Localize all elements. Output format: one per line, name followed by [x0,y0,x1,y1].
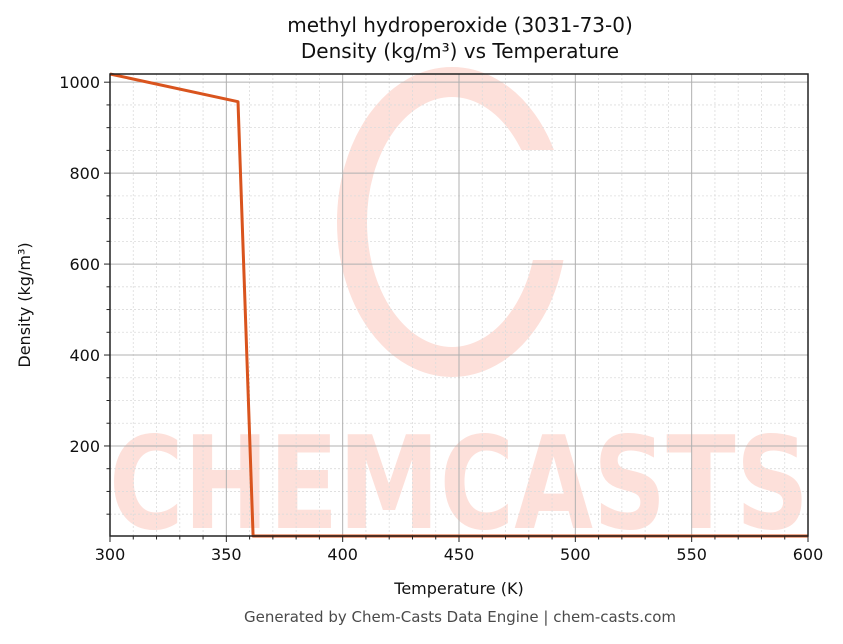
x-tick-label: 300 [95,545,126,564]
footer-credit: Generated by Chem-Casts Data Engine | ch… [243,608,677,626]
chart-title-line2: Density (kg/m³) vs Temperature [300,39,620,63]
y-tick-label: 200 [69,437,100,456]
y-axis-ticks: 200 400 600 800 1000 [59,73,110,515]
y-tick-label: 800 [69,164,100,183]
x-axis-ticks: 300 350 400 450 500 550 600 [95,536,824,564]
x-tick-label: 500 [560,545,591,564]
x-tick-label: 550 [676,545,707,564]
x-tick-label: 350 [211,545,242,564]
x-axis-label: Temperature (K) [393,579,523,598]
x-tick-label: 450 [444,545,475,564]
y-tick-label: 400 [69,346,100,365]
x-tick-label: 600 [793,545,824,564]
y-tick-label: 1000 [59,73,100,92]
chart-title-line1: methyl hydroperoxide (3031-73-0) [287,13,633,37]
y-tick-label: 600 [69,255,100,274]
y-axis-label: Density (kg/m³) [15,242,34,367]
x-tick-label: 400 [327,545,358,564]
